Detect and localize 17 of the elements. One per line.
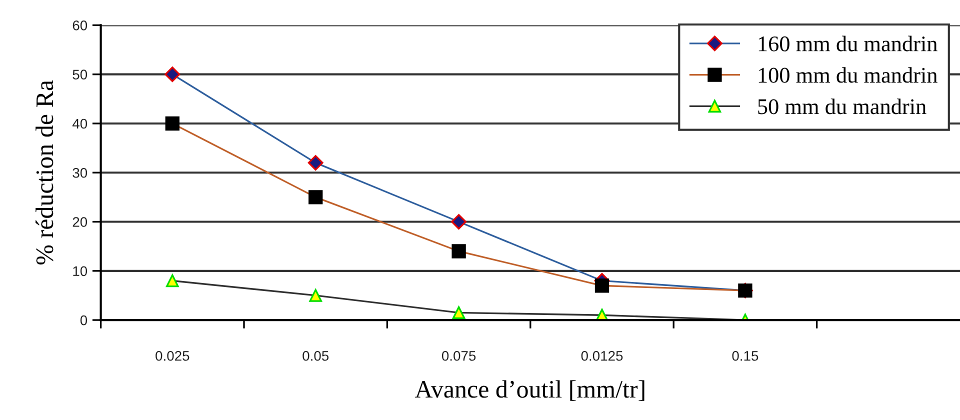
y-tick-label: 30 [72,168,88,178]
y-tick-label: 0 [80,315,88,326]
y-tick-label: 50 [72,70,88,80]
y-axis-title: % réduction de Ra [36,80,54,264]
legend-label: 160 mm du mandrin [758,36,938,52]
x-tick-label: 0.0125 [581,350,623,361]
y-tick-label: 60 [72,20,88,30]
x-tick-label: 0.15 [732,350,758,361]
x-axis-title: Avance d’outil [mm/tr] [414,380,644,401]
x-tick-label: 0.05 [302,350,329,361]
x-tick-label: 0.025 [156,350,190,361]
y-tick-label: 10 [73,266,88,276]
y-tick-label: 40 [72,118,88,129]
x-tick-label: 0.075 [442,350,476,361]
legend-label: 100 mm du mandrin [758,67,938,83]
legend-label: 50 mm du mandrin [758,98,926,114]
y-tick-label: 20 [72,217,88,227]
